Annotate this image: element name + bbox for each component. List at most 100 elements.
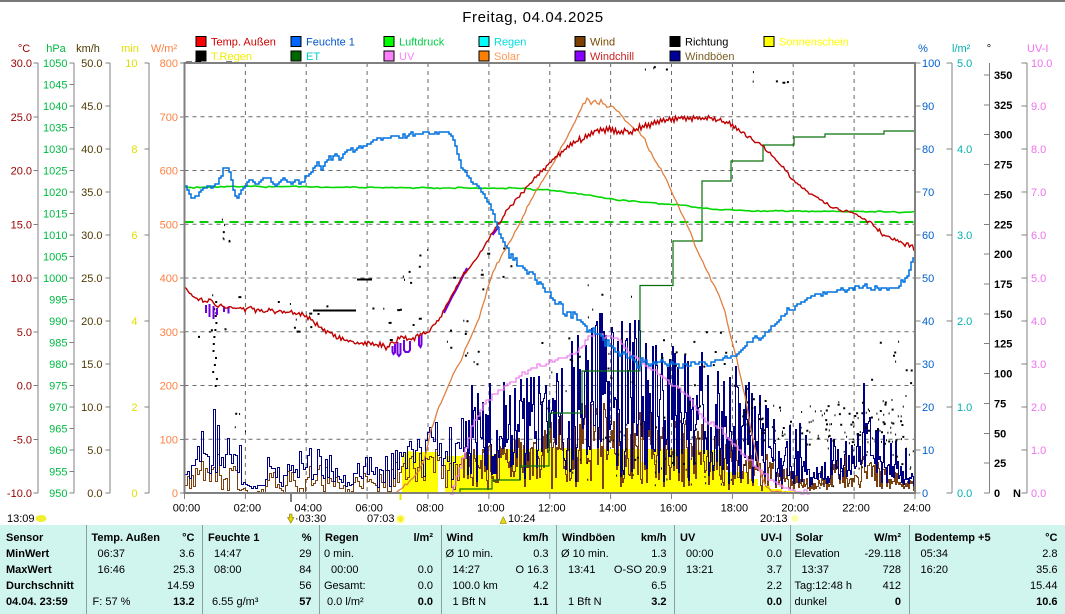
svg-text:20:00: 20:00 bbox=[781, 503, 809, 515]
svg-text:9.0: 9.0 bbox=[1031, 101, 1046, 113]
svg-text:0: 0 bbox=[172, 488, 178, 500]
svg-text:Freitag, 04.04.2025: Freitag, 04.04.2025 bbox=[462, 9, 604, 26]
svg-text:400: 400 bbox=[160, 273, 178, 285]
svg-text:0.0: 0.0 bbox=[87, 488, 102, 500]
svg-text:40.0: 40.0 bbox=[81, 144, 102, 156]
svg-text:8.0: 8.0 bbox=[1031, 144, 1046, 156]
svg-text:965: 965 bbox=[49, 424, 67, 436]
svg-text:0.0: 0.0 bbox=[17, 381, 32, 393]
svg-text:1000: 1000 bbox=[43, 273, 67, 285]
svg-text:1.0: 1.0 bbox=[1031, 445, 1046, 457]
svg-text:1035: 1035 bbox=[43, 123, 67, 135]
svg-text:2.0: 2.0 bbox=[957, 316, 972, 328]
svg-text:10.0: 10.0 bbox=[81, 402, 102, 414]
svg-text:975: 975 bbox=[49, 381, 67, 393]
svg-text:Solar: Solar bbox=[494, 51, 520, 63]
svg-text:10: 10 bbox=[125, 58, 137, 70]
svg-text:250: 250 bbox=[994, 189, 1012, 201]
svg-text:960: 960 bbox=[49, 445, 67, 457]
svg-text:3.0: 3.0 bbox=[957, 230, 972, 242]
svg-text:35.0: 35.0 bbox=[81, 187, 102, 199]
svg-text:150: 150 bbox=[994, 309, 1012, 321]
svg-text:l/m²: l/m² bbox=[952, 43, 971, 55]
svg-text:Feuchte 1: Feuchte 1 bbox=[306, 37, 355, 49]
svg-text:Windböen: Windböen bbox=[685, 51, 735, 63]
svg-text:W/m²: W/m² bbox=[151, 43, 178, 55]
svg-text:955: 955 bbox=[49, 467, 67, 479]
svg-text:13:09: 13:09 bbox=[7, 513, 35, 525]
svg-text:25: 25 bbox=[994, 458, 1006, 470]
svg-text:UV-I: UV-I bbox=[1027, 43, 1048, 55]
svg-text:5.0: 5.0 bbox=[17, 327, 32, 339]
svg-text:min: min bbox=[121, 43, 139, 55]
svg-text:10.0: 10.0 bbox=[11, 273, 32, 285]
svg-text:80: 80 bbox=[922, 144, 934, 156]
svg-text:20: 20 bbox=[922, 402, 934, 414]
svg-text:08:00: 08:00 bbox=[416, 503, 444, 515]
svg-text:1040: 1040 bbox=[43, 101, 67, 113]
svg-text:350: 350 bbox=[994, 70, 1012, 82]
svg-text:75: 75 bbox=[994, 398, 1006, 410]
svg-text:990: 990 bbox=[49, 316, 67, 328]
svg-text:20:13: 20:13 bbox=[760, 513, 788, 525]
svg-text:1025: 1025 bbox=[43, 166, 67, 178]
svg-text:1.0: 1.0 bbox=[957, 402, 972, 414]
svg-text:300: 300 bbox=[994, 130, 1012, 142]
svg-text:30.0: 30.0 bbox=[81, 230, 102, 242]
svg-text:hPa: hPa bbox=[46, 43, 66, 55]
svg-text:6.0: 6.0 bbox=[1031, 230, 1046, 242]
svg-text:Temp. Außen: Temp. Außen bbox=[211, 37, 276, 49]
svg-text:16:00: 16:00 bbox=[660, 503, 688, 515]
svg-text:985: 985 bbox=[49, 338, 67, 350]
svg-text:07:03: 07:03 bbox=[367, 513, 395, 525]
svg-text:T.Regen: T.Regen bbox=[211, 51, 252, 63]
svg-text:4: 4 bbox=[131, 316, 137, 328]
svg-text:175: 175 bbox=[994, 279, 1012, 291]
svg-text:24:00: 24:00 bbox=[903, 503, 931, 515]
svg-text:5.0: 5.0 bbox=[87, 445, 102, 457]
svg-text:UV: UV bbox=[399, 51, 415, 63]
svg-text:1020: 1020 bbox=[43, 187, 67, 199]
svg-text:04:00: 04:00 bbox=[294, 503, 322, 515]
svg-text:995: 995 bbox=[49, 295, 67, 307]
svg-text:4.0: 4.0 bbox=[1031, 316, 1046, 328]
svg-text:275: 275 bbox=[994, 160, 1012, 172]
svg-text:12:00: 12:00 bbox=[538, 503, 566, 515]
svg-text:50: 50 bbox=[994, 428, 1006, 440]
svg-text:90: 90 bbox=[922, 101, 934, 113]
svg-text:200: 200 bbox=[994, 249, 1012, 261]
svg-text:980: 980 bbox=[49, 359, 67, 371]
svg-text:3.0: 3.0 bbox=[1031, 359, 1046, 371]
svg-text:10: 10 bbox=[922, 445, 934, 457]
svg-text:30: 30 bbox=[922, 359, 934, 371]
svg-text:1010: 1010 bbox=[43, 230, 67, 242]
svg-text:50.0: 50.0 bbox=[81, 58, 102, 70]
svg-text:Sonnenschein: Sonnenschein bbox=[779, 37, 849, 49]
svg-text:100: 100 bbox=[922, 58, 940, 70]
svg-text:200: 200 bbox=[160, 381, 178, 393]
svg-text:10:00: 10:00 bbox=[477, 503, 505, 515]
svg-text:Richtung: Richtung bbox=[685, 37, 728, 49]
svg-text:40: 40 bbox=[922, 316, 934, 328]
svg-text:km/h: km/h bbox=[76, 43, 100, 55]
svg-text:25.0: 25.0 bbox=[11, 112, 32, 124]
svg-text:70: 70 bbox=[922, 187, 934, 199]
svg-text:950: 950 bbox=[49, 488, 67, 500]
svg-text:50: 50 bbox=[922, 273, 934, 285]
svg-text:15.0: 15.0 bbox=[81, 359, 102, 371]
svg-text:2.0: 2.0 bbox=[1031, 402, 1046, 414]
svg-text:°C: °C bbox=[18, 43, 30, 55]
svg-text:00:00: 00:00 bbox=[173, 503, 201, 515]
svg-text:1005: 1005 bbox=[43, 252, 67, 264]
svg-text:10:24: 10:24 bbox=[508, 513, 536, 525]
svg-text:500: 500 bbox=[160, 219, 178, 231]
svg-text:0: 0 bbox=[922, 488, 928, 500]
svg-text:-5.0: -5.0 bbox=[13, 434, 32, 446]
svg-text:8: 8 bbox=[131, 144, 137, 156]
svg-text:°: ° bbox=[987, 43, 991, 55]
svg-text:Regen: Regen bbox=[494, 37, 526, 49]
svg-text:Luftdruck: Luftdruck bbox=[399, 37, 445, 49]
svg-text:0: 0 bbox=[994, 488, 1000, 500]
svg-text:300: 300 bbox=[160, 327, 178, 339]
svg-text:02:00: 02:00 bbox=[234, 503, 262, 515]
